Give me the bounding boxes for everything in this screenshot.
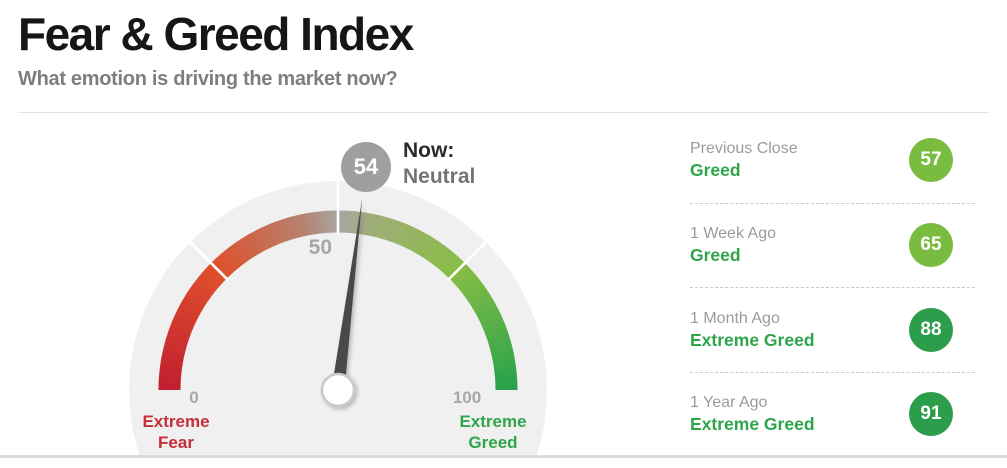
gauge-caption-extreme-fear: Extreme Fear — [142, 412, 210, 452]
page-title: Fear & Greed Index — [18, 8, 414, 60]
header-divider — [18, 112, 989, 113]
history-row-sentiment: Greed — [690, 160, 741, 181]
history-row-text: 1 Week Ago Greed — [690, 223, 776, 267]
history-row-1-year-ago: 1 Year Ago Extreme Greed 91 — [690, 371, 975, 457]
history-value-circle: 65 — [909, 223, 953, 268]
history-row-label: 1 Month Ago — [690, 309, 780, 327]
section-divider-bottom — [0, 455, 1007, 458]
page-subtitle: What emotion is driving the market now? — [18, 68, 398, 90]
history-row-previous-close: Previous Close Greed 57 — [690, 118, 975, 203]
history-row-text: 1 Year Ago Extreme Greed — [690, 392, 815, 436]
history-row-sentiment: Extreme Greed — [690, 329, 815, 350]
gauge-tick-label-0: 0 — [189, 388, 199, 407]
gauge-tick-label-50: 50 — [308, 236, 332, 259]
gauge-needle — [331, 198, 363, 391]
gauge-divider-tick — [187, 239, 230, 282]
gauge-now-sentiment: Neutral — [403, 165, 476, 188]
gauge-divider-tick — [446, 239, 489, 282]
gauge-now-label: Now: — [403, 139, 455, 162]
history-row-sentiment: Extreme Greed — [690, 414, 815, 435]
history-value-circle: 57 — [909, 138, 953, 183]
history-row-1-month-ago: 1 Month Ago Extreme Greed 88 — [690, 287, 975, 372]
history-panel: Previous Close Greed 57 1 Week Ago Greed… — [690, 118, 975, 456]
history-row-1-week-ago: 1 Week Ago Greed 65 — [690, 202, 975, 288]
history-row-label: 1 Year Ago — [690, 394, 768, 412]
gauge-tick-label-100: 100 — [452, 388, 482, 407]
fear-greed-gauge — [129, 179, 547, 456]
gauge-now-block: Now: Neutral — [403, 138, 475, 190]
history-row-text: 1 Month Ago Extreme Greed — [690, 308, 815, 352]
history-value-circle: 88 — [909, 307, 953, 352]
gauge-needle-hub — [320, 372, 356, 408]
gauge-caption-extreme-greed: Extreme Greed — [459, 412, 527, 452]
history-row-label: Previous Close — [690, 140, 798, 158]
history-row-text: Previous Close Greed — [690, 138, 798, 182]
history-value-circle: 91 — [909, 392, 953, 437]
history-row-sentiment: Greed — [690, 245, 741, 266]
gauge-value-badge: 54 — [341, 142, 391, 192]
history-row-label: 1 Week Ago — [690, 225, 776, 243]
